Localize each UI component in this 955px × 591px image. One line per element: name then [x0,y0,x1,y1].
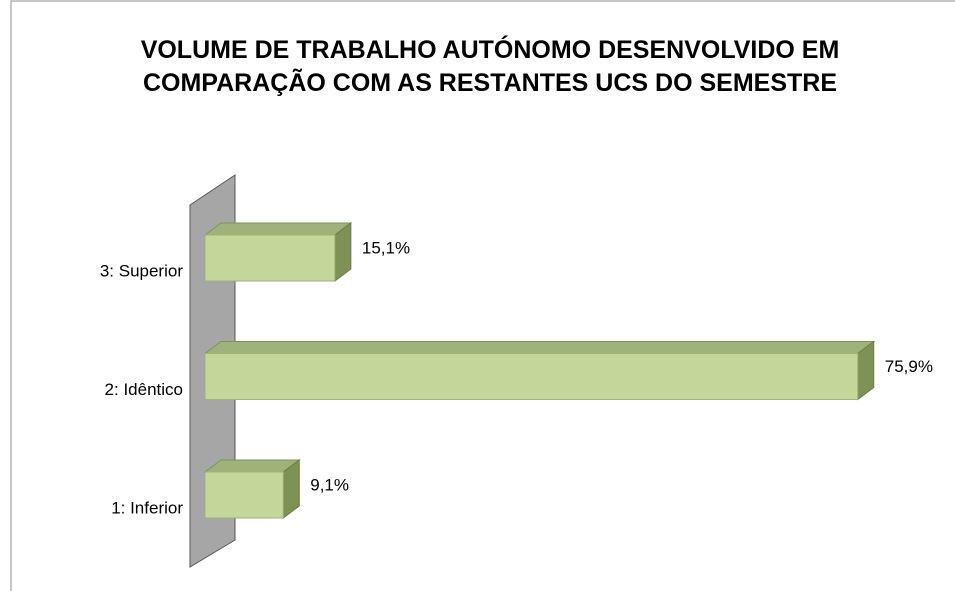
bar [204,471,284,519]
data-label: 9,1% [310,475,349,494]
y-tick-label: 3: Superior [100,261,183,280]
bar-top [203,222,353,236]
data-label: 15,1% [362,238,410,257]
bar-top [203,341,876,354]
bar [204,234,336,282]
data-label: 75,9% [885,357,933,376]
y-tick-label: 1: Inferior [111,498,183,517]
chart-border [10,0,955,591]
bar [204,353,859,400]
y-tick-label: 2: Idêntico [105,380,183,399]
chart-title: VOLUME DE TRABALHO AUTÓNOMO DESENVOLVIDO… [140,36,840,97]
